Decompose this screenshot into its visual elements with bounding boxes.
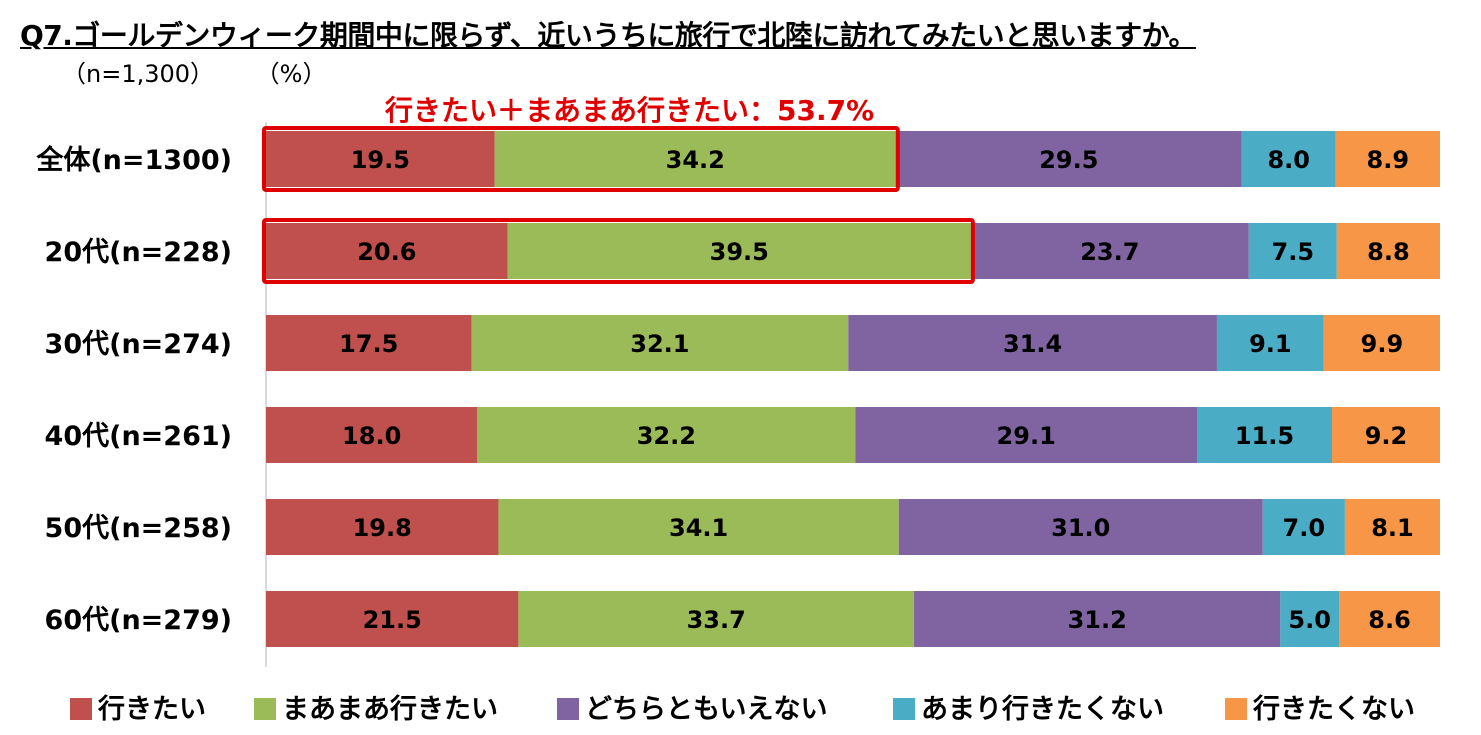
bar-segment [1280, 591, 1340, 647]
category-label: 60代(n=279) [45, 605, 232, 636]
data-label: 31.4 [1003, 330, 1062, 358]
data-label: 29.1 [997, 422, 1056, 450]
bar-segment [494, 131, 896, 187]
data-label: 18.0 [342, 422, 401, 450]
data-label: 7.0 [1283, 514, 1326, 542]
data-label: 19.5 [351, 146, 410, 174]
data-label: 34.1 [669, 514, 728, 542]
data-label: 8.0 [1267, 146, 1310, 174]
bar-segment [1241, 131, 1336, 187]
data-label: 9.2 [1365, 422, 1408, 450]
chart-title: Q7.ゴールデンウィーク期間中に限らず、近いうちに旅行で北陸に訪れてみたいと思い… [20, 19, 1197, 52]
highlight-frame [262, 218, 975, 284]
bar-segment [266, 223, 508, 279]
unit-note: （%） [255, 60, 327, 88]
bar-segment [507, 223, 971, 279]
data-label: 8.8 [1367, 238, 1410, 266]
data-label: 31.0 [1051, 514, 1110, 542]
bar-segment [1262, 499, 1345, 555]
data-label: 8.6 [1368, 606, 1411, 634]
bar-segment [1323, 315, 1440, 371]
data-label: 5.0 [1288, 606, 1331, 634]
bar-segment [1344, 499, 1440, 555]
category-label: 50代(n=258) [45, 513, 232, 544]
bar-segment [848, 315, 1217, 371]
category-label: 40代(n=261) [45, 421, 232, 452]
bar-segment [266, 591, 519, 647]
data-label: 32.1 [630, 330, 689, 358]
sample-size-note: （n=1,300） [62, 60, 215, 88]
data-label: 17.5 [339, 330, 398, 358]
legend-swatch [557, 698, 579, 720]
bar-segment [1336, 223, 1440, 279]
category-label: 20代(n=228) [45, 237, 232, 268]
legend-label: 行きたくない [1252, 693, 1415, 725]
data-label: 23.7 [1080, 238, 1139, 266]
data-label: 39.5 [710, 238, 769, 266]
bar-segment [1196, 407, 1332, 463]
bar-segment [855, 407, 1197, 463]
legend-label: まあまあ行きたい [282, 693, 498, 725]
data-label: 9.9 [1361, 330, 1404, 358]
bar-segment [518, 591, 915, 647]
data-label: 31.2 [1068, 606, 1127, 634]
legend-label: 行きたい [97, 693, 206, 725]
legend-swatch [1225, 698, 1247, 720]
bar-segment [471, 315, 849, 371]
data-label: 7.5 [1272, 238, 1315, 266]
bar-segment [266, 499, 499, 555]
data-label: 20.6 [357, 238, 416, 266]
data-label: 11.5 [1235, 422, 1294, 450]
data-label: 29.5 [1039, 146, 1098, 174]
data-label: 33.7 [687, 606, 746, 634]
category-label: 全体(n=1300) [35, 144, 232, 176]
bar-segment [1339, 591, 1440, 647]
legend-swatch [70, 698, 92, 720]
highlight-frame [262, 126, 900, 192]
bar-segment [898, 499, 1263, 555]
data-label: 8.9 [1367, 146, 1410, 174]
chart-subtitle: （n=1,300） （%） [62, 54, 360, 89]
category-label: 30代(n=274) [45, 329, 232, 360]
bar-segment [498, 499, 899, 555]
bar-segment [1248, 223, 1337, 279]
bar-segment [477, 407, 856, 463]
bar-segment [1216, 315, 1324, 371]
data-label: 34.2 [666, 146, 725, 174]
legend-swatch [254, 698, 276, 720]
bar-segment [895, 131, 1242, 187]
bar-segment [1335, 131, 1440, 187]
bar-segment [266, 315, 472, 371]
annotation-text: 行きたい＋まあまあ行きたい：53.7% [384, 94, 874, 127]
data-label: 9.1 [1249, 330, 1292, 358]
bar-segment [266, 131, 495, 187]
bar-segment [970, 223, 1249, 279]
legend-label: どちらともいえない [585, 694, 827, 725]
bar-segment [1331, 407, 1440, 463]
data-label: 32.2 [637, 422, 696, 450]
data-label: 19.8 [353, 514, 412, 542]
legend-label: あまり行きたくない [921, 693, 1164, 725]
legend-swatch [893, 698, 915, 720]
data-label: 21.5 [363, 606, 422, 634]
data-label: 8.1 [1371, 514, 1414, 542]
bar-segment [266, 407, 478, 463]
bar-segment [914, 591, 1281, 647]
